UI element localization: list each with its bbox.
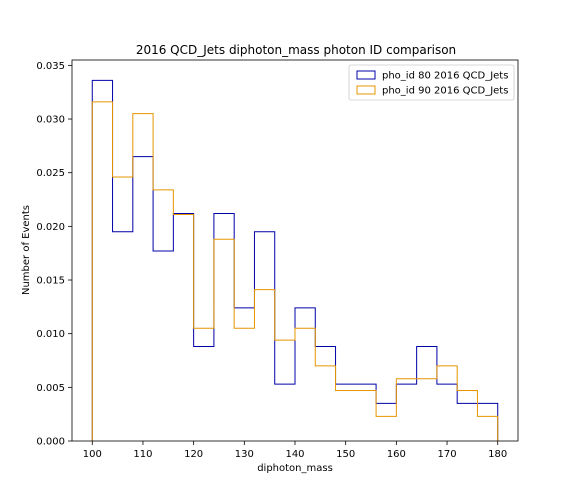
x-axis-label: diphoton_mass (257, 463, 333, 474)
legend-swatch-2 (356, 85, 376, 95)
plot-frame (71, 59, 519, 442)
y-tick-label: 0.015 (36, 276, 65, 287)
x-tick-label: 130 (235, 449, 254, 460)
series-1-step-line (91, 79, 499, 441)
y-tick-label: 0.020 (36, 222, 65, 233)
legend-swatch-1 (356, 70, 376, 80)
x-tick-label: 100 (83, 449, 102, 460)
legend-box (348, 64, 515, 101)
series-2-step-line (91, 101, 499, 441)
y-tick-label: 0.010 (36, 329, 65, 340)
y-tick-label: 0.030 (36, 115, 65, 126)
legend-label-1: pho_id 80 2016 QCD_Jets (382, 71, 508, 82)
x-tick-label: 170 (437, 449, 456, 460)
x-tick-label: 110 (133, 449, 152, 460)
y-tick-label: 0.035 (36, 61, 65, 72)
legend: pho_id 80 2016 QCD_Jets pho_id 90 2016 QC… (348, 64, 515, 101)
x-tick-label: 140 (285, 449, 304, 460)
axes: 100 110 120 130 140 150 160 170 180 0.000 0.005 0.0… (36, 61, 507, 460)
y-tick-label: 0.000 (36, 437, 65, 448)
x-tick-label: 150 (336, 449, 355, 460)
x-tick-label: 120 (184, 449, 203, 460)
x-tick-label: 180 (488, 449, 507, 460)
y-tick-label: 0.005 (36, 383, 65, 394)
series-group (91, 79, 499, 441)
x-tick-label: 160 (387, 449, 406, 460)
y-tick-label: 0.025 (36, 168, 65, 179)
y-axis-label: Number of Events (21, 205, 32, 295)
legend-label-2: pho_id 90 2016 QCD_Jets (382, 86, 508, 97)
chart-title: 2016 QCD_Jets diphoton_mass photon ID co… (136, 43, 456, 57)
